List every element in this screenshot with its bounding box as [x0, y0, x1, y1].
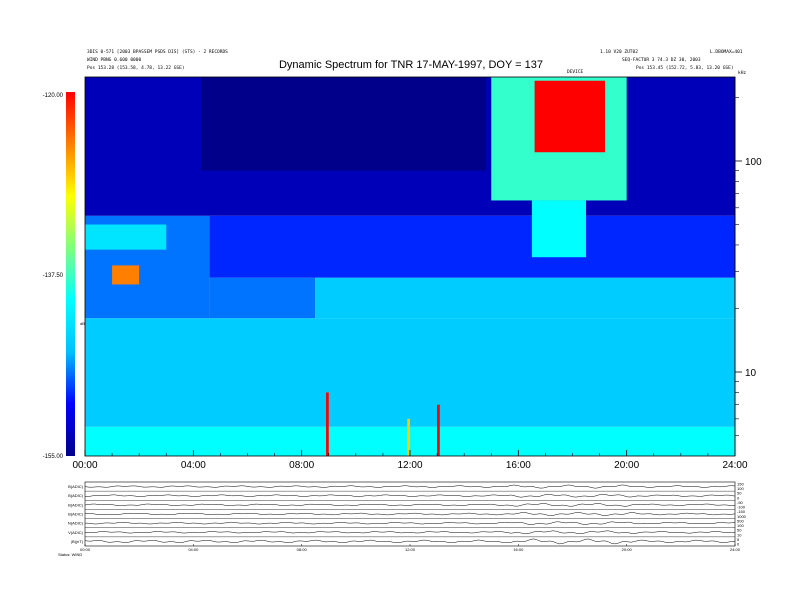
- x-tick-label-4: 16:00: [506, 460, 531, 471]
- panel-right-tick-10: 50: [737, 528, 742, 533]
- colorbar-label: dB: [80, 321, 85, 326]
- x-tick-label-5: 20:00: [614, 460, 639, 471]
- spectrogram-region-10: [534, 80, 605, 153]
- header-right-line-1: 1.10 V20 ZUT02: [600, 49, 638, 55]
- y-tick-label-1: 10: [745, 368, 757, 379]
- header-center-small: DEVICE: [567, 69, 584, 75]
- panel-x-tick-label-4: 16:00: [513, 547, 524, 552]
- panel-x-tick-label-5: 20:00: [622, 547, 633, 552]
- header-right-line-2: SEQ-FACTUR 3 74.3 DZ 30, 2003: [622, 57, 701, 63]
- header-right-line-3: Pos 153.45 (152.72, 5.83, 13.20 GSE): [636, 65, 734, 71]
- panel-right-tick-11: 10: [737, 532, 742, 537]
- panel-label-1: B(ADIC): [68, 493, 84, 498]
- panel-label-4: N(ADIC): [68, 521, 84, 526]
- panel-right-tick-5: -100: [737, 505, 746, 510]
- bottom-time-series-panels: B(ADIC) B(ADIC) B(ADIC) B(ADIC) N(ADIC) V(ADI…: [68, 482, 747, 553]
- header-right-extra: L.DBOMAX=401: [710, 49, 743, 55]
- colorbar-tick-bottom: -155.00: [43, 454, 64, 460]
- panel-right-tick-8: 500: [737, 518, 744, 523]
- spectrogram-region-2: [209, 277, 316, 319]
- panel-trace-5: [84, 530, 735, 535]
- spectrogram-region-15: [437, 404, 440, 456]
- panel-label-5: V(ADIC): [68, 530, 84, 535]
- panel-label-2: B(ADIC): [68, 502, 84, 507]
- panel-right-tick-12: 5: [737, 537, 740, 542]
- bottom-footer-label: Status: WIND: [58, 552, 82, 557]
- spectrogram-region-11: [531, 200, 587, 258]
- panel-trace-3: [84, 512, 736, 516]
- panel-x-tick-label-6: 24:00: [730, 547, 741, 552]
- panel-x-tick-label-1: 04:00: [188, 547, 199, 552]
- spectrogram-region-13: [85, 224, 167, 250]
- x-tick-label-0: 00:00: [72, 460, 97, 471]
- spectrogram-region-14: [326, 392, 329, 456]
- x-tick-label-6: 24:00: [722, 460, 747, 471]
- panel-right-tick-6: -150: [737, 509, 746, 514]
- header-right: 1.10 V20 ZUT02 SEQ-FACTUR 3 74.3 DZ 30, …: [600, 49, 743, 71]
- panel-x-tick-label-0: 00:00: [80, 547, 91, 552]
- panel-trace-2: [84, 503, 736, 507]
- panel-x-tick-label-2: 08:00: [297, 547, 308, 552]
- colorbar-ticks: -120.00 -137.50 -155.00: [43, 93, 64, 460]
- colorbar-tick-mid: -137.50: [43, 273, 64, 279]
- spectrogram-region-1: [85, 318, 735, 427]
- panel-right-tick-13: 0: [737, 542, 740, 547]
- spectrogram-region-8: [225, 84, 370, 118]
- spectrogram-region-12: [112, 265, 140, 285]
- header-left: 3DIS 0-571 [2003 BPASSEM PSDS DIS] (STS)…: [87, 49, 228, 71]
- panel-right-tick-4: -50: [737, 500, 744, 505]
- x-tick-label-2: 08:00: [289, 460, 314, 471]
- panel-right-tick-1: 100: [737, 486, 744, 491]
- bottom-panels-frame: [84, 481, 736, 547]
- header-left-line-2: WIND PBNG 0.600 0000: [87, 57, 141, 63]
- spectrogram-region-3: [315, 277, 735, 319]
- panel-right-tick-2: 50: [737, 491, 742, 496]
- panel-right-tick-3: 0: [737, 495, 740, 500]
- x-tick-label-1: 04:00: [181, 460, 206, 471]
- spectrogram-region-16: [407, 418, 410, 456]
- panel-right-tick-9: 100: [737, 523, 744, 528]
- y-axis-unit-label: kHz: [738, 70, 746, 76]
- spectrogram-plot: [85, 77, 735, 456]
- panel-label-6: |B|(nT): [71, 539, 84, 544]
- x-tick-label-3: 12:00: [397, 460, 422, 471]
- panel-right-tick-7: 1000: [737, 514, 747, 519]
- header-left-line-1: 3DIS 0-571 [2003 BPASSEM PSDS DIS] (STS)…: [87, 49, 228, 55]
- spectrogram-region-5: [209, 215, 735, 278]
- panel-trace-4: [84, 521, 736, 525]
- y-axis-right: 100 10: [734, 77, 762, 456]
- chart-title: Dynamic Spectrum for TNR 17-MAY-1997, DO…: [279, 59, 543, 71]
- y-tick-label-0: 100: [745, 157, 762, 168]
- panel-label-3: B(ADIC): [68, 512, 84, 517]
- colorbar-tick-top: -120.00: [43, 93, 64, 99]
- panel-trace-1: [84, 494, 736, 498]
- colorbar: [66, 92, 75, 456]
- header-left-line-3: Pos 153.28 (153.58, 4.78, 13.22 GSE): [87, 65, 185, 71]
- panel-right-tick-0: 150: [737, 482, 744, 487]
- panel-trace-6: [84, 538, 736, 545]
- panel-label-0: B(ADIC): [68, 484, 84, 489]
- panel-x-tick-label-3: 12:00: [405, 547, 416, 552]
- panel-trace-0: [84, 484, 736, 489]
